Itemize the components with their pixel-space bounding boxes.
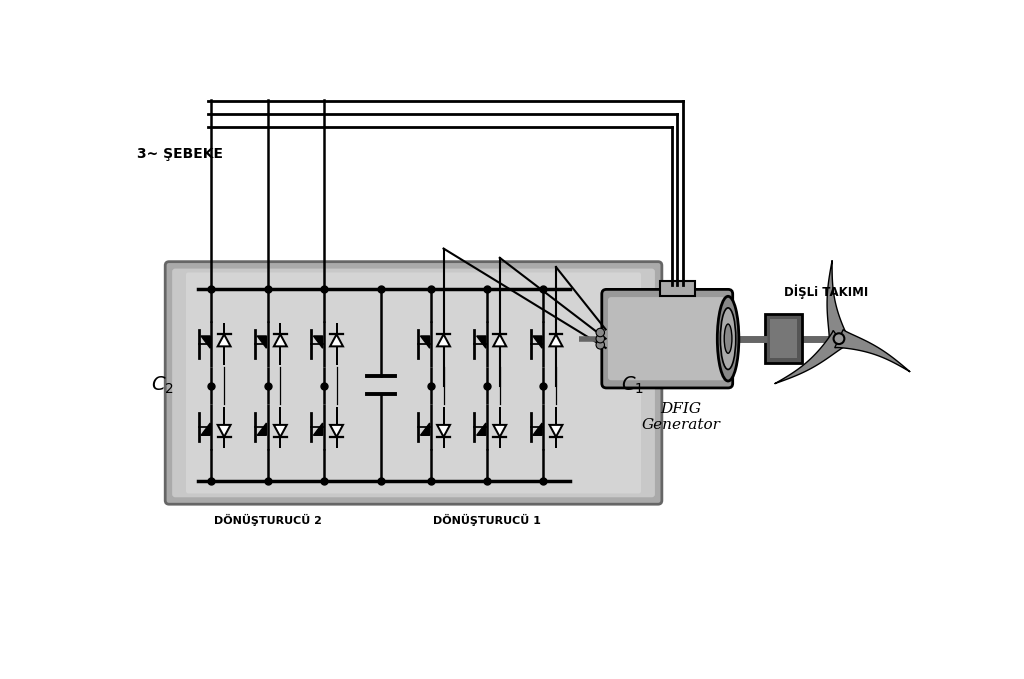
Polygon shape	[201, 423, 210, 435]
FancyBboxPatch shape	[765, 314, 802, 363]
Ellipse shape	[724, 324, 732, 353]
Polygon shape	[437, 425, 450, 437]
Ellipse shape	[717, 296, 739, 381]
FancyBboxPatch shape	[602, 289, 733, 388]
Polygon shape	[532, 336, 542, 348]
Circle shape	[596, 328, 604, 337]
Text: DÖNÜŞTURUCÜ 2: DÖNÜŞTURUCÜ 2	[214, 513, 322, 526]
Polygon shape	[330, 425, 343, 437]
Polygon shape	[313, 336, 323, 348]
Polygon shape	[218, 425, 230, 437]
Polygon shape	[421, 423, 430, 435]
Polygon shape	[827, 261, 849, 340]
FancyBboxPatch shape	[608, 297, 726, 380]
Polygon shape	[218, 334, 230, 346]
Polygon shape	[477, 423, 486, 435]
FancyBboxPatch shape	[659, 281, 695, 296]
Polygon shape	[494, 425, 506, 437]
Polygon shape	[313, 423, 323, 435]
Polygon shape	[494, 334, 506, 346]
FancyBboxPatch shape	[165, 261, 662, 504]
Polygon shape	[421, 336, 430, 348]
Polygon shape	[774, 331, 845, 384]
Polygon shape	[835, 329, 910, 372]
Circle shape	[596, 335, 604, 343]
Text: DİŞLi TAKIMI: DİŞLi TAKIMI	[783, 284, 868, 299]
Polygon shape	[532, 423, 542, 435]
Polygon shape	[330, 334, 343, 346]
Polygon shape	[273, 425, 287, 437]
Polygon shape	[273, 334, 287, 346]
Polygon shape	[257, 336, 266, 348]
Text: $C_2$: $C_2$	[152, 375, 174, 397]
Text: DFIG
Generator: DFIG Generator	[642, 402, 721, 432]
Polygon shape	[437, 334, 450, 346]
Polygon shape	[477, 336, 486, 348]
Polygon shape	[201, 336, 210, 348]
Text: 3~ ŞEBEKE: 3~ ŞEBEKE	[137, 147, 223, 161]
Polygon shape	[550, 334, 562, 346]
Text: DÖNÜŞTURUCÜ 1: DÖNÜŞTURUCÜ 1	[433, 513, 541, 526]
FancyBboxPatch shape	[186, 272, 641, 494]
Polygon shape	[550, 425, 562, 437]
FancyBboxPatch shape	[770, 319, 798, 358]
Circle shape	[596, 341, 604, 349]
Text: $C_1$: $C_1$	[622, 375, 644, 397]
Polygon shape	[257, 423, 266, 435]
FancyBboxPatch shape	[172, 269, 655, 497]
Circle shape	[834, 333, 845, 344]
Ellipse shape	[720, 308, 736, 369]
